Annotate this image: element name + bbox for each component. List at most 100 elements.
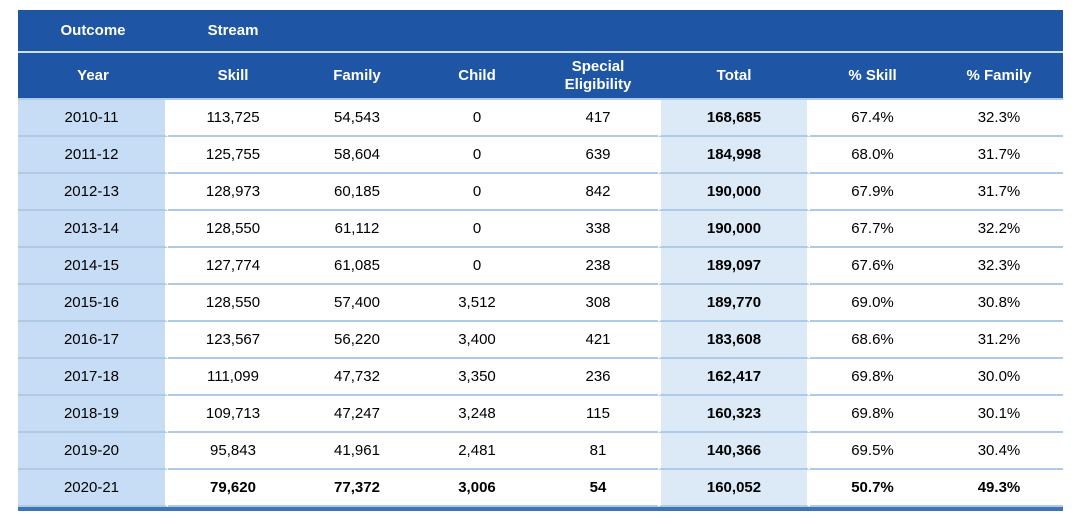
cell-pct-skill: 67.7% [810,211,935,248]
table-row: 2016-17 123,567 56,220 3,400 421 183,608 68.6%… [18,322,1063,359]
cell-special-eligibility: 115 [538,396,658,433]
cell-skill: 109,713 [168,396,298,433]
cell-special-eligibility: 842 [538,174,658,211]
header-stream: Stream [168,10,298,53]
table-row: 2012-13 128,973 60,185 0 842 190,000 67.9% 31.7… [18,174,1063,211]
cell-pct-family: 31.7% [935,174,1063,211]
column-header-skill: Skill [168,53,298,100]
cell-skill: 111,099 [168,359,298,396]
header-group-row: Outcome Stream [18,10,1063,53]
cell-special-eligibility: 236 [538,359,658,396]
cell-pct-family: 32.3% [935,248,1063,285]
column-header-total: Total [658,53,810,100]
cell-year: 2016-17 [18,322,168,359]
cell-skill: 123,567 [168,322,298,359]
cell-pct-family: 31.2% [935,322,1063,359]
cell-total: 190,000 [658,174,810,211]
header-columns-row: Year Skill Family Child Special Eligibil… [18,53,1063,100]
cell-total: 168,685 [658,100,810,137]
cell-family: 60,185 [298,174,416,211]
cell-pct-family: 30.8% [935,285,1063,322]
header-outcome: Outcome [18,10,168,53]
cell-family: 41,961 [298,433,416,470]
table-row: 2018-19 109,713 47,247 3,248 115 160,323 69.8%… [18,396,1063,433]
table-row: 2011-12 125,755 58,604 0 639 184,998 68.0% 31.7… [18,137,1063,174]
cell-year: 2010-11 [18,100,168,137]
cell-child: 2,481 [416,433,538,470]
cell-total: 184,998 [658,137,810,174]
cell-family: 54,543 [298,100,416,137]
cell-child: 0 [416,211,538,248]
table-body: 2010-11 113,725 54,543 0 417 168,685 67.4% 32.3… [18,100,1063,507]
cell-child: 0 [416,137,538,174]
cell-family: 61,085 [298,248,416,285]
cell-special-eligibility: 308 [538,285,658,322]
column-header-pct-family: % Family [935,53,1063,100]
cell-pct-skill: 67.4% [810,100,935,137]
cell-skill: 125,755 [168,137,298,174]
cell-pct-skill: 69.8% [810,359,935,396]
table-row: 2015-16 128,550 57,400 3,512 308 189,770 69.0%… [18,285,1063,322]
cell-child: 3,400 [416,322,538,359]
cell-total: 160,323 [658,396,810,433]
cell-pct-skill: 69.0% [810,285,935,322]
cell-family: 56,220 [298,322,416,359]
cell-year: 2012-13 [18,174,168,211]
cell-skill: 128,550 [168,285,298,322]
cell-year: 2018-19 [18,396,168,433]
column-header-special-eligibility: Special Eligibility [538,53,658,100]
cell-total: 162,417 [658,359,810,396]
cell-child: 3,350 [416,359,538,396]
cell-year: 2013-14 [18,211,168,248]
cell-pct-family: 32.3% [935,100,1063,137]
cell-skill: 113,725 [168,100,298,137]
cell-pct-family: 30.4% [935,433,1063,470]
migration-program-outcomes-table: Outcome Stream Year Skill Family Child S… [18,10,1063,511]
column-header-pct-skill: % Skill [810,53,935,100]
table-row: 2020-21 79,620 77,372 3,006 54 160,052 50.7% 49… [18,470,1063,507]
cell-total: 160,052 [658,470,810,507]
column-header-family: Family [298,53,416,100]
cell-child: 3,512 [416,285,538,322]
table-header: Outcome Stream Year Skill Family Child S… [18,10,1063,100]
cell-family: 57,400 [298,285,416,322]
column-header-year: Year [18,53,168,100]
cell-year: 2019-20 [18,433,168,470]
cell-pct-skill: 68.0% [810,137,935,174]
cell-total: 190,000 [658,211,810,248]
table-row: 2017-18 111,099 47,732 3,350 236 162,417 69.8%… [18,359,1063,396]
cell-special-eligibility: 238 [538,248,658,285]
cell-special-eligibility: 338 [538,211,658,248]
cell-skill: 79,620 [168,470,298,507]
cell-year: 2015-16 [18,285,168,322]
cell-total: 183,608 [658,322,810,359]
cell-special-eligibility: 54 [538,470,658,507]
cell-special-eligibility: 421 [538,322,658,359]
cell-pct-skill: 50.7% [810,470,935,507]
cell-child: 0 [416,100,538,137]
cell-pct-family: 31.7% [935,137,1063,174]
cell-child: 0 [416,174,538,211]
cell-skill: 127,774 [168,248,298,285]
cell-pct-family: 30.1% [935,396,1063,433]
cell-child: 3,248 [416,396,538,433]
cell-pct-skill: 69.5% [810,433,935,470]
header-group-spacer [298,10,1063,53]
cell-pct-family: 30.0% [935,359,1063,396]
cell-child: 3,006 [416,470,538,507]
cell-family: 58,604 [298,137,416,174]
cell-skill: 128,550 [168,211,298,248]
cell-pct-skill: 69.8% [810,396,935,433]
cell-year: 2014-15 [18,248,168,285]
cell-pct-family: 49.3% [935,470,1063,507]
cell-year: 2011-12 [18,137,168,174]
cell-family: 77,372 [298,470,416,507]
cell-total: 189,770 [658,285,810,322]
cell-pct-family: 32.2% [935,211,1063,248]
table-row: 2010-11 113,725 54,543 0 417 168,685 67.4% 32.3… [18,100,1063,137]
cell-special-eligibility: 639 [538,137,658,174]
cell-pct-skill: 68.6% [810,322,935,359]
cell-skill: 95,843 [168,433,298,470]
cell-skill: 128,973 [168,174,298,211]
